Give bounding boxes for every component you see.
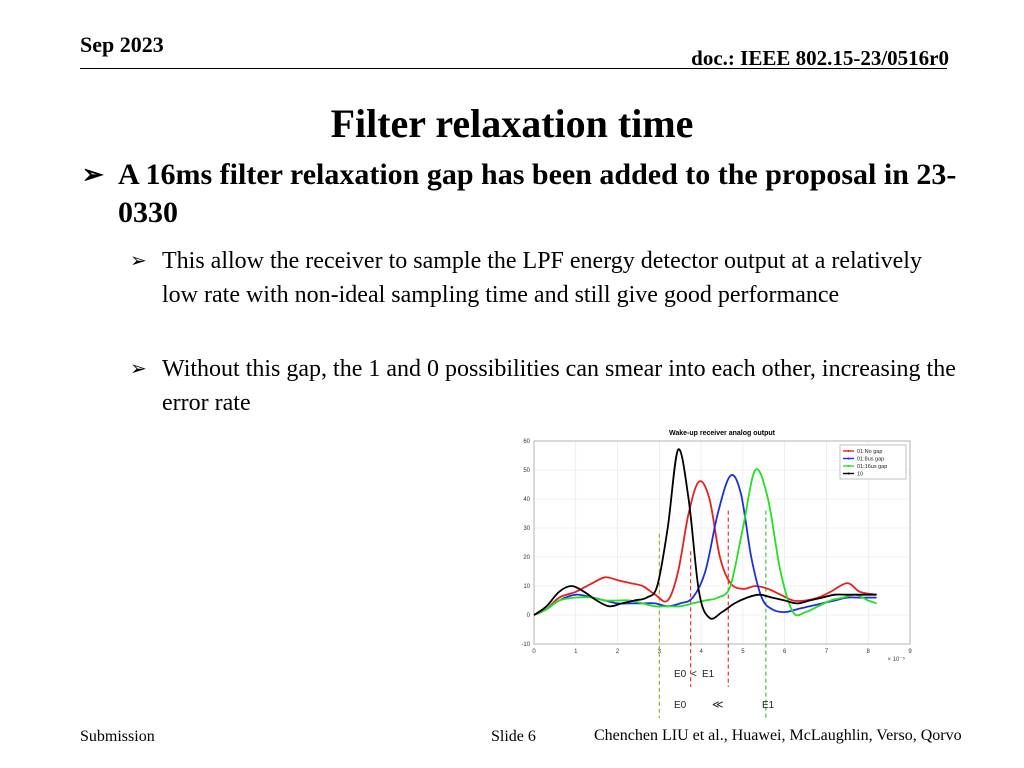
legend-swatch-dot <box>847 457 850 460</box>
sub-bullet-2-text: Without this gap, the 1 and 0 possibilit… <box>162 356 956 416</box>
x-tick-label: 6 <box>783 649 787 655</box>
legend-swatch-dot <box>847 450 850 452</box>
header-rule <box>80 68 947 69</box>
bullet-level1-text: A 16ms filter relaxation gap has been ad… <box>118 158 957 229</box>
legend-swatch-dot <box>847 465 850 467</box>
y-tick-label: 20 <box>523 555 530 561</box>
series-line-3 <box>533 448 877 620</box>
annot-e0-b: E0 <box>674 700 687 711</box>
y-tick-label: 10 <box>523 584 530 590</box>
wakeup-receiver-chart: Wake-up receiver analog output 0 1 2 3 4 5 6 7 8… <box>510 425 920 720</box>
bullet-arrow-icon: ➢ <box>82 160 104 189</box>
x-tick-label: 2 <box>616 649 620 655</box>
footer-submission: Submission <box>80 728 155 745</box>
y-tick-label: 60 <box>523 439 530 445</box>
chart-series <box>533 448 877 620</box>
y-tick-label: 0 <box>527 613 531 619</box>
x-tick-label: 7 <box>825 649 829 655</box>
x-tick-label: 9 <box>908 649 912 655</box>
plot-frame <box>533 440 911 645</box>
bullet-arrow-icon: ➢ <box>130 358 147 380</box>
legend-label: 01:No gap <box>857 449 882 455</box>
y-tick-label: 30 <box>523 526 530 532</box>
x-tick-label: 3 <box>658 649 662 655</box>
header-date: Sep 2023 <box>80 32 164 57</box>
legend-swatch-dot <box>847 472 850 475</box>
slide-title: Filter relaxation time <box>330 101 694 146</box>
x-tick-label: 1 <box>574 649 578 655</box>
x-tick-label: 0 <box>532 649 536 655</box>
bullet-arrow-icon: ➢ <box>130 250 147 272</box>
x-tick-label: 4 <box>699 649 703 655</box>
legend-label: 01:8us gap <box>857 457 884 463</box>
annot-ll: ≪ <box>712 699 724 711</box>
sub-bullet-2: ➢ Without this gap, the 1 and 0 possibil… <box>130 352 960 420</box>
bullet-level1: ➢ A 16ms filter relaxation gap has been … <box>82 156 1002 232</box>
series-line-2 <box>533 468 877 617</box>
annot-e1-b: E1 <box>762 700 775 711</box>
sub-bullet-1: ➢ This allow the receiver to sample the … <box>130 244 960 312</box>
y-tick-label: -10 <box>521 642 530 648</box>
chart-title: Wake-up receiver analog output <box>669 430 776 437</box>
x-exponent-label: × 10⁻⁵ <box>888 656 906 663</box>
header-doc-id: doc.: IEEE 802.15-23/0516r0 <box>691 46 949 70</box>
y-tick-label: 40 <box>523 497 530 503</box>
footer-slide-number: Slide 6 <box>491 728 536 745</box>
x-tick-label: 5 <box>741 649 745 655</box>
sub-bullet-1-text: This allow the receiver to sample the LP… <box>162 248 922 308</box>
y-tick-label: 50 <box>523 468 530 474</box>
annot-e0-a: E0 <box>674 669 687 680</box>
x-tick-label: 8 <box>867 649 871 655</box>
annot-lt: < <box>691 669 697 680</box>
legend-label: 10 <box>857 472 863 478</box>
annot-e1-a: E1 <box>702 669 715 680</box>
footer-authors: Chenchen LIU et al., Huawei, McLaughlin,… <box>594 727 962 744</box>
legend-label: 01:16us gap <box>857 464 887 470</box>
